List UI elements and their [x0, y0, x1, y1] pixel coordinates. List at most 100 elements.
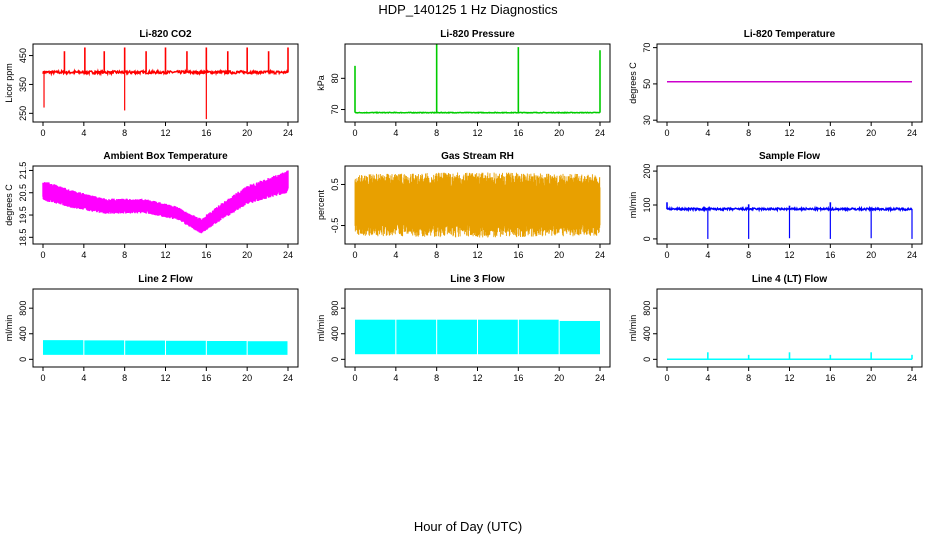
x-tick-label: 24	[907, 373, 917, 383]
series	[667, 352, 913, 361]
flow-block-2	[125, 340, 165, 355]
x-tick-label: 12	[160, 373, 170, 383]
x-tick-label: 12	[472, 373, 482, 383]
panel-5: Sample Flow ml/min 0 4 8 12 16 20 24 0 100 200	[628, 151, 923, 260]
x-tick-label: 24	[907, 128, 917, 138]
x-tick-label: 16	[201, 373, 211, 383]
x-tick-label: 0	[40, 250, 45, 260]
x-tick-label: 16	[513, 373, 523, 383]
y-axis-label: ml/min	[4, 315, 14, 342]
y-tick-label: 400	[18, 326, 28, 341]
x-tick-label: 16	[825, 250, 835, 260]
y-tick-label: 70	[330, 105, 340, 115]
x-tick-label: 0	[352, 373, 357, 383]
x-tick-label: 12	[160, 250, 170, 260]
flow-block-5	[559, 320, 600, 355]
figure-xlabel: Hour of Day (UTC)	[414, 519, 522, 534]
x-tick-label: 0	[352, 250, 357, 260]
y-axis-label: percent	[316, 189, 326, 220]
panel-title: Li-820 Pressure	[440, 29, 515, 40]
x-tick-label: 20	[242, 373, 252, 383]
x-tick-label: 4	[393, 128, 398, 138]
x-tick-label: 0	[352, 128, 357, 138]
x-tick-label: 20	[866, 373, 876, 383]
y-tick-label: 400	[642, 326, 652, 341]
x-tick-label: 20	[866, 128, 876, 138]
y-tick-label: 800	[18, 301, 28, 316]
y-tick-label: 30	[642, 115, 652, 125]
x-tick-label: 24	[595, 128, 605, 138]
y-axis-label: kPa	[316, 75, 326, 91]
flow-block-3	[478, 319, 518, 355]
panel-0: Li-820 CO2 Licor ppm 0 4 8 12 16 20 24 250 350 450	[4, 29, 299, 138]
panel-3: Ambient Box Temperature degrees C 0 4 8 12 16 2…	[4, 151, 299, 260]
x-tick-label: 20	[554, 373, 564, 383]
x-tick-label: 16	[825, 128, 835, 138]
flow-block-0	[43, 340, 84, 355]
y-tick-label: 250	[18, 106, 28, 121]
x-tick-label: 8	[746, 128, 751, 138]
x-tick-label: 8	[122, 250, 127, 260]
x-tick-label: 0	[664, 250, 669, 260]
y-axis-label: ml/min	[316, 315, 326, 342]
x-tick-label: 0	[664, 373, 669, 383]
panel-title: Line 4 (LT) Flow	[752, 274, 828, 285]
panel-4: Gas Stream RH percent 0 4 8 12 16 20 24 -0.5 0.5	[316, 151, 611, 260]
x-tick-label: 24	[595, 373, 605, 383]
series	[43, 340, 288, 355]
series	[42, 170, 289, 234]
x-tick-label: 20	[242, 128, 252, 138]
x-tick-label: 12	[472, 128, 482, 138]
x-tick-label: 20	[554, 128, 564, 138]
series	[354, 172, 601, 238]
y-tick-label: 350	[18, 77, 28, 92]
y-tick-label: 80	[330, 73, 340, 83]
y-tick-label: 0.5	[330, 178, 340, 191]
panel-title: Li-820 CO2	[139, 29, 192, 40]
y-tick-label: 450	[18, 48, 28, 63]
x-tick-label: 8	[122, 373, 127, 383]
x-tick-label: 24	[283, 250, 293, 260]
flow-block-1	[396, 319, 437, 355]
panel-1: Li-820 Pressure kPa 0 4 8 12 16 20 24 70 80	[316, 29, 611, 138]
panel-7: Line 3 Flow ml/min 0 4 8 12 16 20 24 0 400 800	[316, 274, 611, 383]
panel-6: Line 2 Flow ml/min 0 4 8 12 16 20 24 0 400 800	[4, 274, 299, 383]
x-tick-label: 20	[554, 250, 564, 260]
x-tick-label: 16	[825, 373, 835, 383]
x-tick-label: 8	[434, 250, 439, 260]
series	[355, 319, 600, 355]
flow-block-4	[518, 319, 559, 355]
y-axis-label: ml/min	[628, 192, 638, 219]
y-axis-label: Licor ppm	[4, 63, 14, 103]
x-tick-label: 16	[513, 128, 523, 138]
x-tick-label: 4	[393, 250, 398, 260]
plot-frame	[344, 43, 611, 123]
y-axis-label: degrees C	[628, 62, 638, 104]
y-tick-label: 70	[642, 43, 652, 53]
panel-title: Sample Flow	[759, 151, 820, 162]
y-tick-label: 800	[642, 301, 652, 316]
series	[666, 202, 913, 239]
x-tick-label: 24	[283, 128, 293, 138]
x-tick-label: 20	[866, 250, 876, 260]
x-tick-label: 4	[705, 128, 710, 138]
x-tick-label: 8	[746, 250, 751, 260]
figure-title: HDP_140125 1 Hz Diagnostics	[378, 2, 558, 17]
flow-block-3	[166, 340, 206, 355]
panel-grid: Li-820 CO2 Licor ppm 0 4 8 12 16 20 24 250 350 450 L…	[4, 29, 923, 383]
x-tick-label: 4	[705, 373, 710, 383]
y-tick-label: 18.5	[18, 229, 28, 247]
x-tick-label: 4	[81, 373, 86, 383]
y-tick-label: 0	[330, 357, 340, 362]
x-tick-label: 12	[784, 250, 794, 260]
x-tick-label: 20	[242, 250, 252, 260]
flow-block-1	[84, 340, 125, 355]
panel-title: Gas Stream RH	[441, 151, 514, 162]
x-tick-label: 24	[283, 373, 293, 383]
y-tick-label: 0	[642, 236, 652, 241]
y-tick-label: 19.5	[18, 206, 28, 224]
series-line	[355, 111, 601, 115]
panel-title: Line 2 Flow	[138, 274, 193, 285]
x-tick-label: 24	[907, 250, 917, 260]
